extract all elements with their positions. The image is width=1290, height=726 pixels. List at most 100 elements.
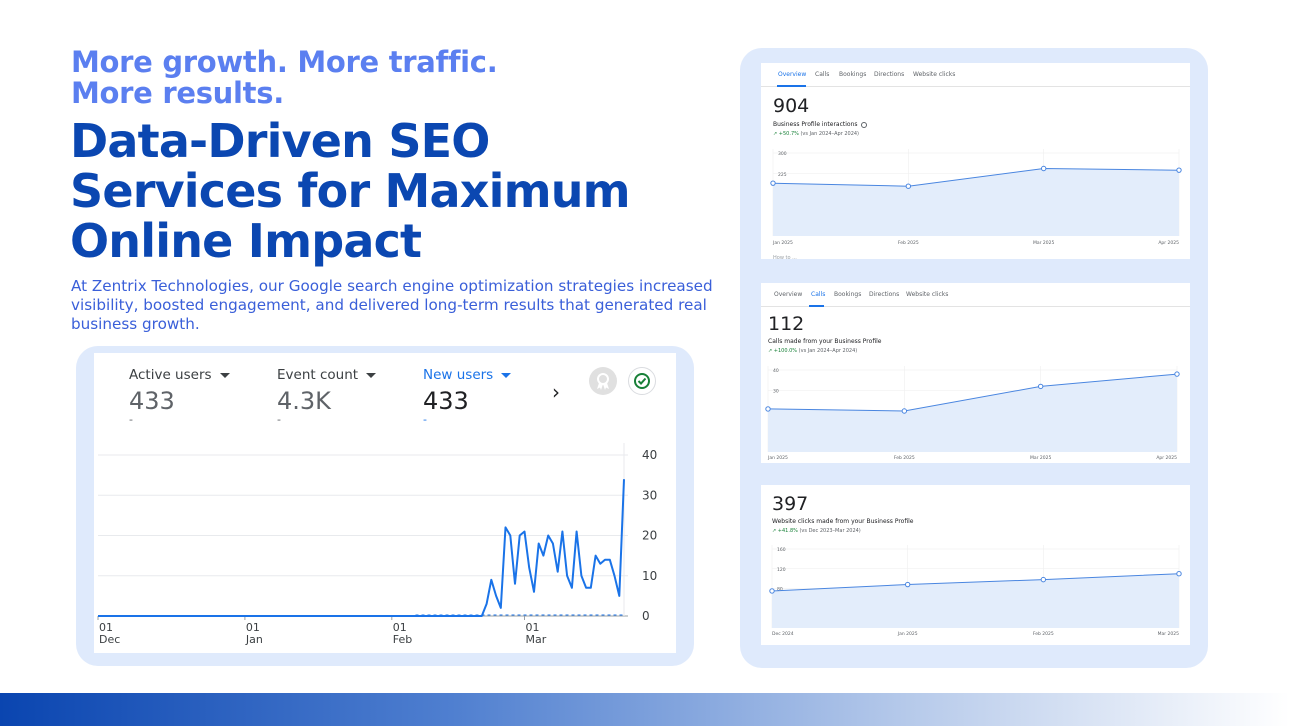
x-tick-label: Mar 2025: [1033, 240, 1055, 246]
caret-down-icon: [219, 372, 230, 378]
award-ribbon-icon[interactable]: [589, 367, 617, 395]
new-users-series-line: [98, 479, 625, 617]
trend-up-icon: ↗: [772, 528, 777, 534]
website-clicks-subtitle: Website clicks made from your Business P…: [772, 518, 914, 525]
data-point[interactable]: [901, 408, 908, 414]
tab-directions[interactable]: Directions: [874, 71, 905, 78]
series-line: [772, 167, 1180, 187]
x-tick-label: Feb 2025: [898, 240, 919, 246]
hero-description: At Zentrix Technologies, our Google sear…: [71, 277, 713, 333]
metric-value: 433: [129, 387, 175, 415]
data-point[interactable]: [1176, 167, 1182, 173]
tab-indicator: [809, 305, 824, 307]
data-point[interactable]: [1040, 576, 1047, 583]
data-point[interactable]: [770, 180, 776, 186]
interactions-total: 904: [773, 95, 810, 117]
headline-line-2: Services for Maximum: [70, 164, 631, 218]
tab-website-clicks[interactable]: Website clicks: [906, 291, 949, 298]
kicker-line-2: More results.: [71, 76, 284, 110]
headline-line-1: Data-Driven SEO: [70, 114, 490, 168]
tab-website-clicks[interactable]: Website clicks: [913, 71, 956, 78]
area-fill: [768, 374, 1177, 452]
tab-indicator: [777, 85, 806, 87]
hero-kicker: More growth. More traffic. More results.: [71, 45, 498, 110]
x-tick-label: Jan 2025: [772, 240, 793, 246]
x-tick-label: Apr 2025: [1158, 240, 1179, 246]
tab-overview[interactable]: Overview: [778, 71, 807, 78]
caret-down-icon: [366, 372, 377, 378]
info-icon[interactable]: [860, 121, 867, 128]
x-tick-day: 01: [99, 621, 113, 634]
y-tick-label: 10: [642, 569, 657, 583]
interactions-subtitle: Business Profile interactions: [773, 121, 867, 128]
data-point[interactable]: [1176, 570, 1182, 577]
data-point[interactable]: [905, 183, 912, 189]
analytics-screenshot: [94, 353, 676, 653]
website-clicks-total: 397: [772, 493, 809, 515]
check-circle-icon[interactable]: [628, 367, 656, 395]
x-tick-label: Jan 2025: [767, 455, 788, 461]
tab-bar: Overview Calls Bookings Directions Websi…: [761, 63, 1190, 87]
metric-label: Active users: [129, 367, 212, 383]
trend-up-icon: ↗: [768, 348, 773, 354]
y-tick-label: 40: [642, 448, 657, 462]
y-tick-label: 30: [642, 488, 657, 502]
x-tick-day: 01: [246, 621, 260, 634]
data-point[interactable]: [904, 581, 911, 588]
metric-change: -: [129, 413, 133, 426]
y-tick-label: 40: [773, 368, 779, 374]
x-tick-day: 01: [525, 621, 539, 634]
website-clicks-delta: ↗ +41.8% (vs Dec 2023–Mar 2024): [772, 528, 861, 534]
metric-label: New users: [423, 367, 494, 383]
x-tick-label: Mar 2025: [1158, 631, 1180, 637]
tab-calls[interactable]: Calls: [811, 291, 826, 298]
tab-bar: Overview Calls Bookings Directions Websi…: [761, 283, 1190, 307]
x-tick-month: Mar: [525, 633, 546, 646]
y-tick-label: 120: [777, 567, 786, 573]
metric-value: 4.3K: [277, 387, 331, 415]
y-tick-label: 20: [642, 529, 657, 543]
data-point[interactable]: [1040, 165, 1047, 172]
metric-change: -: [277, 413, 281, 426]
x-tick-label: Feb 2025: [894, 455, 915, 461]
area-fill: [772, 573, 1179, 628]
x-tick-label: Dec 2024: [772, 631, 794, 637]
data-point[interactable]: [1037, 383, 1044, 390]
metric-change: -: [423, 413, 427, 426]
tab-directions[interactable]: Directions: [869, 291, 900, 298]
metric-new-users[interactable]: New users 433 -: [423, 367, 512, 426]
y-tick-label: 225: [778, 172, 787, 178]
x-tick-month: Dec: [99, 633, 120, 646]
x-tick-label: Feb 2025: [1033, 631, 1054, 637]
calls-total: 112: [768, 313, 805, 335]
y-tick-label: 300: [778, 151, 787, 157]
data-point[interactable]: [1174, 371, 1180, 377]
data-point[interactable]: [765, 406, 771, 412]
data-point[interactable]: [769, 588, 775, 594]
series-line: [767, 373, 1178, 412]
interactions-delta: ↗ +50.7% (vs Jan 2024–Apr 2024): [773, 131, 860, 137]
tab-bookings[interactable]: Bookings: [834, 291, 862, 298]
y-tick-label: 160: [777, 547, 786, 553]
metric-label: Event count: [277, 367, 359, 383]
tab-overview[interactable]: Overview: [774, 291, 803, 298]
tab-calls[interactable]: Calls: [815, 71, 830, 78]
metric-value: 433: [423, 387, 469, 415]
calls-subtitle: Calls made from your Business Profile: [768, 338, 882, 345]
x-tick-label: Apr 2025: [1156, 455, 1177, 461]
metric-event-count[interactable]: Event count 4.3K -: [277, 367, 377, 426]
chevron-right-icon[interactable]: ›: [552, 380, 560, 404]
kicker-line-1: More growth. More traffic.: [71, 45, 498, 79]
metric-active-users[interactable]: Active users 433 -: [129, 367, 230, 426]
caret-down-icon: [501, 372, 512, 378]
headline-line-3: Online Impact: [70, 214, 422, 268]
hero-headline: Data-Driven SEO Services for Maximum Onl…: [70, 116, 730, 266]
calls-delta: ↗ +100.0% (vs Jan 2024–Apr 2024): [768, 348, 858, 354]
y-tick-label: 30: [773, 389, 779, 395]
tab-bookings[interactable]: Bookings: [839, 71, 867, 78]
x-tick-label: Mar 2025: [1030, 455, 1052, 461]
